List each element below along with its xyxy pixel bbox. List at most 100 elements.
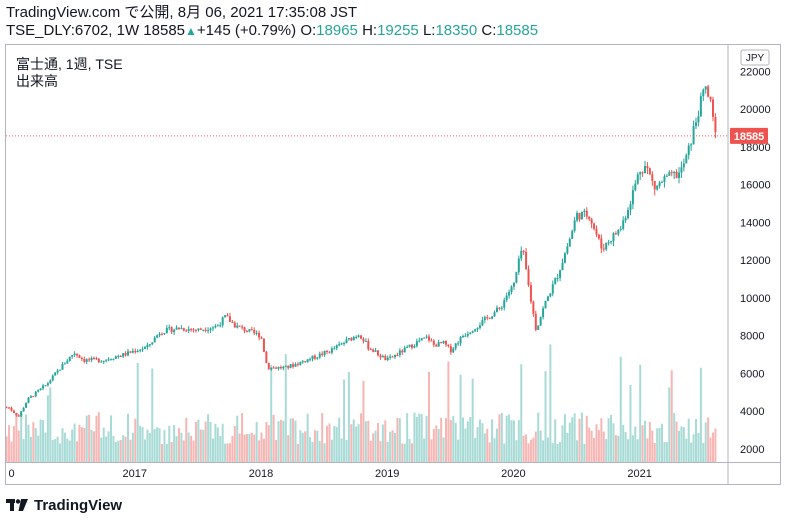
- candle-body: [185, 330, 188, 332]
- candle-body: [517, 258, 520, 273]
- volume-bar: [605, 439, 608, 462]
- volume-bar: [406, 413, 409, 462]
- volume-bar: [340, 438, 343, 462]
- candle-body: [663, 176, 666, 182]
- volume-bar: [495, 428, 498, 462]
- volume-bar: [46, 395, 49, 462]
- chart-legend-title: 富士通, 1週, TSE: [16, 56, 123, 72]
- candle-body: [656, 185, 659, 190]
- candle-body: [491, 316, 494, 319]
- volume-bar: [68, 440, 71, 462]
- candle-body: [335, 345, 338, 349]
- candle-body: [350, 338, 353, 341]
- volume-bar: [248, 433, 251, 462]
- volume-bar: [590, 430, 593, 462]
- candle-body: [614, 233, 617, 235]
- candle-body: [318, 353, 321, 358]
- candle-body: [153, 337, 156, 343]
- candle-body: [571, 230, 574, 239]
- candle-body: [486, 317, 489, 319]
- candle-body: [180, 328, 183, 330]
- volume-bar: [250, 432, 253, 462]
- candle-body: [636, 174, 639, 184]
- volume-bar: [491, 419, 494, 462]
- volume-bar: [702, 442, 705, 462]
- candle-body: [190, 328, 193, 330]
- volume-bar: [12, 426, 15, 462]
- volume-bar: [566, 432, 569, 462]
- candle-body: [670, 172, 673, 174]
- volume-bar: [34, 428, 37, 462]
- candle-body: [398, 350, 401, 356]
- volume-bar: [97, 412, 100, 462]
- candle-body: [124, 353, 127, 356]
- candle-body: [313, 355, 316, 359]
- candle-body: [408, 344, 411, 347]
- volume-bar: [245, 434, 248, 462]
- volume-bar: [275, 440, 278, 462]
- up-arrow-icon: ▲: [185, 24, 197, 38]
- volume-bar: [381, 424, 384, 462]
- candle-body: [561, 262, 564, 271]
- candle-body: [576, 212, 579, 221]
- candle-body: [386, 357, 389, 361]
- volume-bar: [466, 421, 469, 462]
- volume-bar: [190, 435, 193, 462]
- candle-body: [231, 321, 234, 323]
- candle-body: [362, 338, 365, 342]
- candle-body: [177, 327, 180, 329]
- volume-bar: [44, 432, 47, 462]
- candle-body: [391, 356, 394, 358]
- candle-body: [139, 349, 142, 351]
- candle-body: [321, 353, 324, 355]
- price-change: +145 (+0.79%): [196, 22, 297, 39]
- candle-body: [253, 329, 256, 334]
- volume-bar: [102, 427, 105, 462]
- candle-body: [114, 356, 117, 359]
- candle-body: [590, 219, 593, 224]
- volume-bar: [136, 363, 139, 462]
- candle-body: [568, 238, 571, 247]
- volume-bar: [214, 423, 217, 462]
- candle-body: [641, 172, 644, 174]
- candle-body: [367, 340, 370, 350]
- chart-panel[interactable]: JPY 2000 4000 6000 8000 10000 12000 14000 16000 1…: [5, 44, 781, 485]
- volume-bar: [177, 428, 180, 462]
- volume-bar: [63, 432, 66, 462]
- candle-body: [95, 358, 98, 360]
- candle-body: [437, 342, 440, 347]
- candle-body: [100, 361, 103, 363]
- volume-bar: [236, 415, 239, 462]
- volume-bar: [551, 443, 554, 462]
- volume-bar: [360, 413, 363, 462]
- candle-body: [418, 340, 421, 342]
- volume-bar: [49, 387, 52, 462]
- volume-bar: [619, 356, 622, 462]
- volume-bar: [187, 432, 190, 462]
- candle-body: [309, 359, 312, 361]
- volume-bar: [182, 440, 185, 462]
- close-value: 18585: [496, 22, 539, 39]
- volume-bar: [143, 439, 146, 462]
- candle-body: [301, 361, 304, 363]
- candle-body: [377, 350, 380, 356]
- candle-body: [46, 383, 49, 386]
- candle-body: [131, 350, 134, 353]
- volume-bar: [563, 414, 566, 462]
- candle-body: [658, 182, 661, 186]
- tradingview-brand: TradingView: [6, 494, 122, 516]
- volume-bar: [78, 424, 81, 462]
- candle-body: [695, 122, 698, 127]
- candle-body: [374, 350, 377, 352]
- candle-body: [17, 415, 20, 417]
- candle-body: [394, 354, 397, 358]
- volume-bar: [330, 439, 333, 462]
- price-chart[interactable]: JPY 2000 4000 6000 8000 10000 12000 14000 16000 1…: [6, 45, 780, 484]
- volume-bar: [148, 432, 151, 462]
- candle-body: [678, 172, 681, 178]
- candle-body: [396, 354, 399, 356]
- candle-body: [117, 356, 120, 358]
- candle-body: [287, 365, 290, 368]
- candle-body: [175, 327, 178, 330]
- candle-body: [690, 144, 693, 146]
